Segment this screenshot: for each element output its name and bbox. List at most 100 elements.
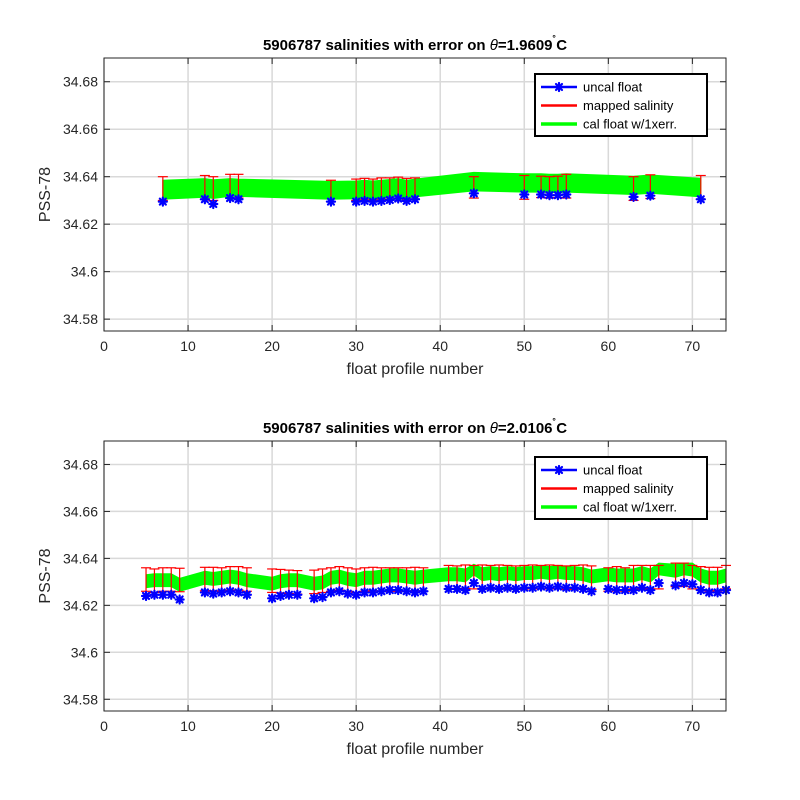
uncal-float-point (468, 577, 479, 589)
legend-label: cal float w/1xerr. (583, 117, 677, 132)
uncal-float-point (334, 586, 345, 597)
uncal-float-point (367, 587, 379, 598)
uncal-float-point (695, 584, 706, 596)
uncal-float-point (552, 581, 563, 592)
axes-box (103, 57, 727, 332)
uncal-float-point (376, 586, 387, 597)
x-tick-label: 60 (601, 338, 617, 354)
chart-panel-1: 0 10 20 30 40 50 60 70 34.58 34.6 34.62 34.64 34.66 3… (37, 35, 727, 378)
x-tick-label: 0 (100, 718, 108, 734)
y-axis-label: PSS-78 (37, 548, 54, 603)
uncal-float-point (695, 194, 706, 205)
uncal-float-point (552, 190, 563, 201)
mapped-salinity-errorbar (267, 568, 278, 594)
x-axis-label: float profile number (347, 361, 485, 378)
legend-label: cal float w/1xerr. (583, 500, 677, 515)
y-tick-label: 34.58 (63, 311, 98, 327)
uncal-float-point (149, 589, 160, 600)
uncal-float-point (493, 583, 505, 595)
chart-panel-2: 0 10 20 30 40 50 60 70 34.58 34.6 34.62 34.64 34.66 3… (37, 418, 732, 758)
uncal-float-point (157, 196, 168, 207)
uncal-float-point (578, 583, 589, 595)
uncal-float-point (393, 193, 404, 204)
uncal-float-point (485, 582, 496, 593)
uncal-float-point (367, 196, 379, 207)
x-tick-label: 20 (264, 338, 280, 354)
uncal-float-point (443, 583, 454, 595)
uncal-float-point (451, 583, 463, 595)
uncal-float-point (174, 594, 185, 605)
uncal-float-point (460, 584, 471, 596)
uncal-float-point (477, 583, 488, 595)
axes-box (103, 440, 727, 712)
uncal-float-point (166, 589, 177, 600)
uncal-float-point (157, 589, 168, 600)
uncal-float-point (401, 195, 412, 207)
x-tick-label: 50 (516, 718, 532, 734)
uncal-float-point (384, 194, 395, 206)
y-tick-label: 34.68 (63, 456, 98, 472)
uncal-float-point (620, 584, 631, 596)
uncal-float-point (325, 587, 337, 598)
uncal-float-point (241, 589, 252, 600)
legend-label: mapped salinity (583, 481, 674, 496)
y-tick-label: 34.64 (63, 169, 98, 185)
uncal-float-point (140, 590, 152, 602)
y-tick-label: 34.62 (63, 597, 98, 613)
uncal-float-point (527, 582, 538, 593)
uncal-float-point (359, 195, 370, 207)
uncal-float-point (309, 593, 320, 604)
uncal-float-point (233, 194, 244, 205)
uncal-float-point (283, 589, 295, 600)
legend-marker (554, 464, 564, 476)
chart-title: 5906787 salinities with error on θ=1.960… (263, 35, 567, 54)
uncal-float-point (670, 580, 681, 591)
x-tick-label: 60 (601, 718, 617, 734)
uncal-float-point (325, 196, 337, 207)
x-tick-label: 30 (348, 718, 364, 734)
uncal-float-point (603, 583, 614, 595)
uncal-float-point (687, 579, 698, 590)
uncal-float-point (401, 586, 412, 597)
uncal-float-point (342, 588, 353, 599)
uncal-float-point (376, 195, 387, 207)
uncal-float-point (224, 192, 236, 204)
chart-title: 5906787 salinities with error on θ=2.010… (263, 418, 567, 437)
x-tick-label: 70 (685, 718, 701, 734)
y-tick-label: 34.58 (63, 691, 98, 707)
uncal-float-point (569, 582, 580, 593)
x-tick-label: 50 (516, 338, 532, 354)
legend-label: uncal float (583, 80, 643, 95)
uncal-float-point (384, 584, 395, 596)
uncal-float-point (393, 584, 404, 596)
uncal-float-point (628, 584, 639, 596)
uncal-float-point (519, 189, 530, 200)
uncal-float-point (233, 587, 244, 598)
x-tick-label: 70 (685, 338, 701, 354)
y-tick-label: 34.62 (63, 216, 98, 232)
x-tick-label: 30 (348, 338, 364, 354)
uncal-float-point (712, 587, 723, 598)
uncal-float-point (468, 188, 479, 199)
uncal-float-point (208, 588, 219, 599)
x-tick-label: 40 (432, 718, 448, 734)
uncal-float-point (519, 582, 530, 593)
legend: uncal float mapped salinity cal float w/1x… (534, 73, 708, 137)
x-tick-label: 20 (264, 718, 280, 734)
uncal-float-point (535, 581, 547, 592)
uncal-float-point (418, 586, 429, 597)
y-axis-label: PSS-78 (37, 167, 54, 222)
uncal-float-point (653, 577, 664, 589)
uncal-float-point (359, 587, 370, 598)
y-tick-label: 34.66 (63, 121, 98, 137)
uncal-float-point (351, 589, 362, 600)
uncal-float-point (267, 593, 278, 604)
uncal-float-point (561, 189, 572, 200)
x-axis-label: float profile number (347, 741, 485, 758)
uncal-float-point (510, 583, 521, 595)
uncal-float-point (535, 189, 547, 200)
x-tick-label: 0 (100, 338, 108, 354)
uncal-float-point (645, 190, 656, 201)
legend: uncal float mapped salinity cal float w/1x… (534, 456, 708, 520)
